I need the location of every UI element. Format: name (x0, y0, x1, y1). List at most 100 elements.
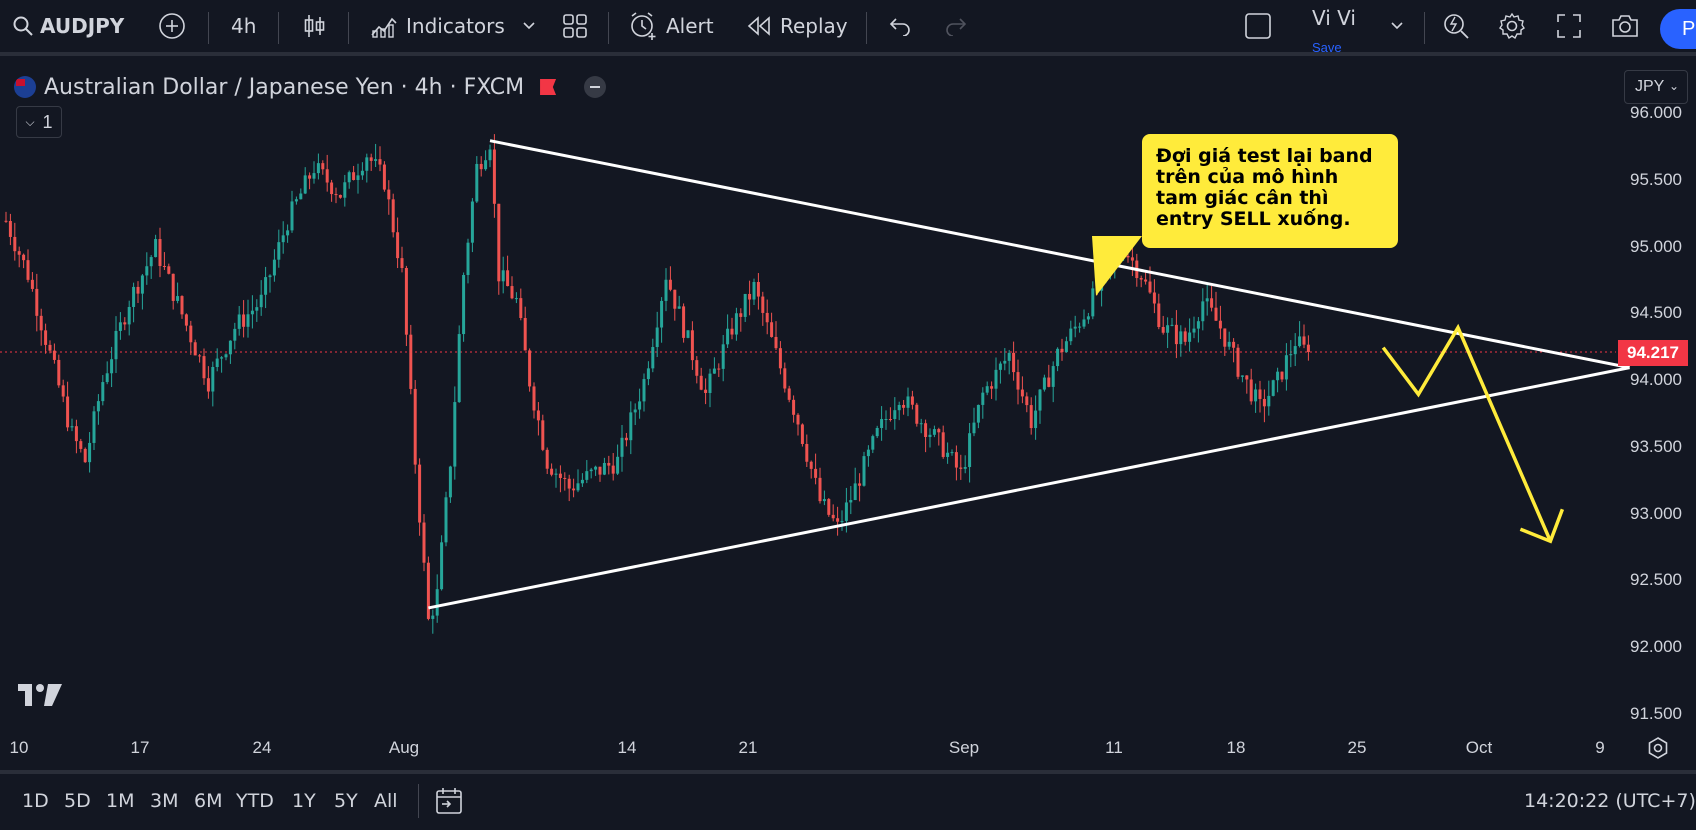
resistance-trendline[interactable] (489, 139, 1630, 370)
rewind-icon (746, 15, 772, 37)
candle-body (184, 314, 188, 326)
series-legend[interactable]: Australian Dollar / Japanese Yen · 4h · … (14, 70, 607, 104)
candle-body (726, 328, 730, 345)
chevron-down-icon (1390, 21, 1404, 31)
projection-path[interactable] (1381, 323, 1553, 542)
currency-label: JPY (1635, 78, 1665, 95)
compare-button[interactable] (158, 0, 186, 52)
candle-body (492, 149, 496, 204)
candle-body (611, 465, 615, 474)
candle-body (1060, 348, 1064, 353)
candle-body (946, 452, 950, 457)
candle-body (523, 318, 527, 351)
range-button-all[interactable]: All (374, 790, 398, 812)
alert-button[interactable]: Alert (628, 0, 714, 52)
redo-button[interactable] (944, 0, 968, 52)
candle-body (470, 201, 474, 243)
annotation-callout[interactable]: Đợi giá test lại band trên của mô hình t… (1142, 134, 1398, 248)
candle-body (770, 322, 774, 337)
price-chart[interactable] (0, 56, 1696, 770)
range-button-1d[interactable]: 1D (22, 790, 49, 812)
range-button-1y[interactable]: 1Y (292, 790, 316, 812)
flag-icon[interactable] (540, 79, 557, 95)
publish-button[interactable]: Pu (1660, 9, 1696, 49)
toolbar-divider (348, 12, 349, 44)
candle-body (1086, 316, 1090, 320)
candle-body (721, 344, 725, 369)
candle-body (70, 426, 74, 428)
chevron-down-icon: ⌵ (25, 114, 35, 129)
chart-type-button[interactable] (302, 0, 326, 52)
candle-body (242, 314, 246, 327)
range-button-3m[interactable]: 3M (150, 790, 179, 812)
candle-body (431, 615, 435, 619)
collapse-legend-button[interactable] (584, 76, 607, 98)
candle-body (809, 461, 813, 469)
candle-body (937, 429, 941, 433)
interval-button[interactable]: 4h (231, 14, 257, 38)
candle-body (708, 373, 712, 393)
candle-body (906, 396, 910, 408)
candle-body (268, 275, 272, 278)
candlestick-series (4, 134, 1310, 634)
candle-body (435, 589, 439, 616)
layout-dropdown[interactable] (1390, 0, 1404, 52)
candle-body (13, 236, 17, 252)
range-button-ytd[interactable]: YTD (236, 790, 274, 812)
symbol-search-button[interactable]: AUDJPY (12, 0, 124, 52)
save-status[interactable]: Save (1312, 40, 1342, 55)
clock-timezone[interactable]: 14:20:22 (UTC+7) (1524, 790, 1696, 812)
candle-body (844, 502, 848, 521)
candle-body (57, 359, 61, 386)
candle-body (215, 358, 219, 367)
chart-pane[interactable] (0, 56, 1696, 770)
tradingview-logo[interactable] (18, 680, 68, 710)
candle-body (668, 279, 672, 290)
candle-body (594, 466, 598, 470)
candle-body (1179, 331, 1183, 345)
candle-body (1249, 379, 1253, 402)
date-range-button[interactable] (434, 786, 464, 821)
currency-selector[interactable]: JPY ⌄ (1624, 70, 1688, 104)
candle-body (506, 270, 510, 287)
candle-body (1267, 395, 1271, 407)
candle-body (88, 442, 92, 463)
layout-name[interactable]: Vi Vi (1312, 6, 1356, 30)
replay-button[interactable]: Replay (746, 0, 848, 52)
range-button-5y[interactable]: 5Y (334, 790, 358, 812)
snapshot-button[interactable] (1610, 0, 1640, 52)
time-tick-label: 21 (738, 738, 758, 757)
range-button-6m[interactable]: 6M (194, 790, 223, 812)
quick-search-button[interactable] (1442, 0, 1470, 52)
fullscreen-button[interactable] (1556, 0, 1582, 52)
undo-button[interactable] (888, 0, 912, 52)
axis-settings-button[interactable] (1646, 736, 1670, 765)
candle-body (1254, 389, 1258, 402)
legend-collapse-toggle[interactable]: ⌵ 1 (16, 106, 62, 138)
range-button-5d[interactable]: 5D (64, 790, 91, 812)
settings-button[interactable] (1498, 0, 1526, 52)
support-trendline[interactable] (428, 366, 1630, 610)
candle-body (1034, 410, 1038, 429)
candle-body (1232, 341, 1236, 348)
candle-body (941, 432, 945, 457)
candle-body (61, 385, 65, 397)
candle-body (510, 286, 514, 299)
candle-body (149, 257, 153, 267)
drawing-mode-button[interactable] (1244, 0, 1272, 52)
candle-body (664, 279, 668, 301)
candle-body (497, 203, 501, 282)
time-tick-label: 17 (130, 738, 150, 757)
candle-body (567, 478, 571, 489)
candle-body (26, 260, 30, 280)
indicators-button[interactable]: Indicators (370, 0, 505, 52)
layouts-button[interactable] (562, 0, 588, 52)
candle-body (858, 483, 862, 486)
range-button-1m[interactable]: 1M (106, 790, 135, 812)
toolbar-divider (208, 12, 209, 44)
candle-body (39, 315, 43, 331)
last-price-label: 94.217 (1618, 340, 1688, 366)
indicators-dropdown[interactable] (522, 0, 536, 52)
redo-icon (944, 16, 968, 36)
time-tick-label: 25 (1347, 738, 1367, 757)
